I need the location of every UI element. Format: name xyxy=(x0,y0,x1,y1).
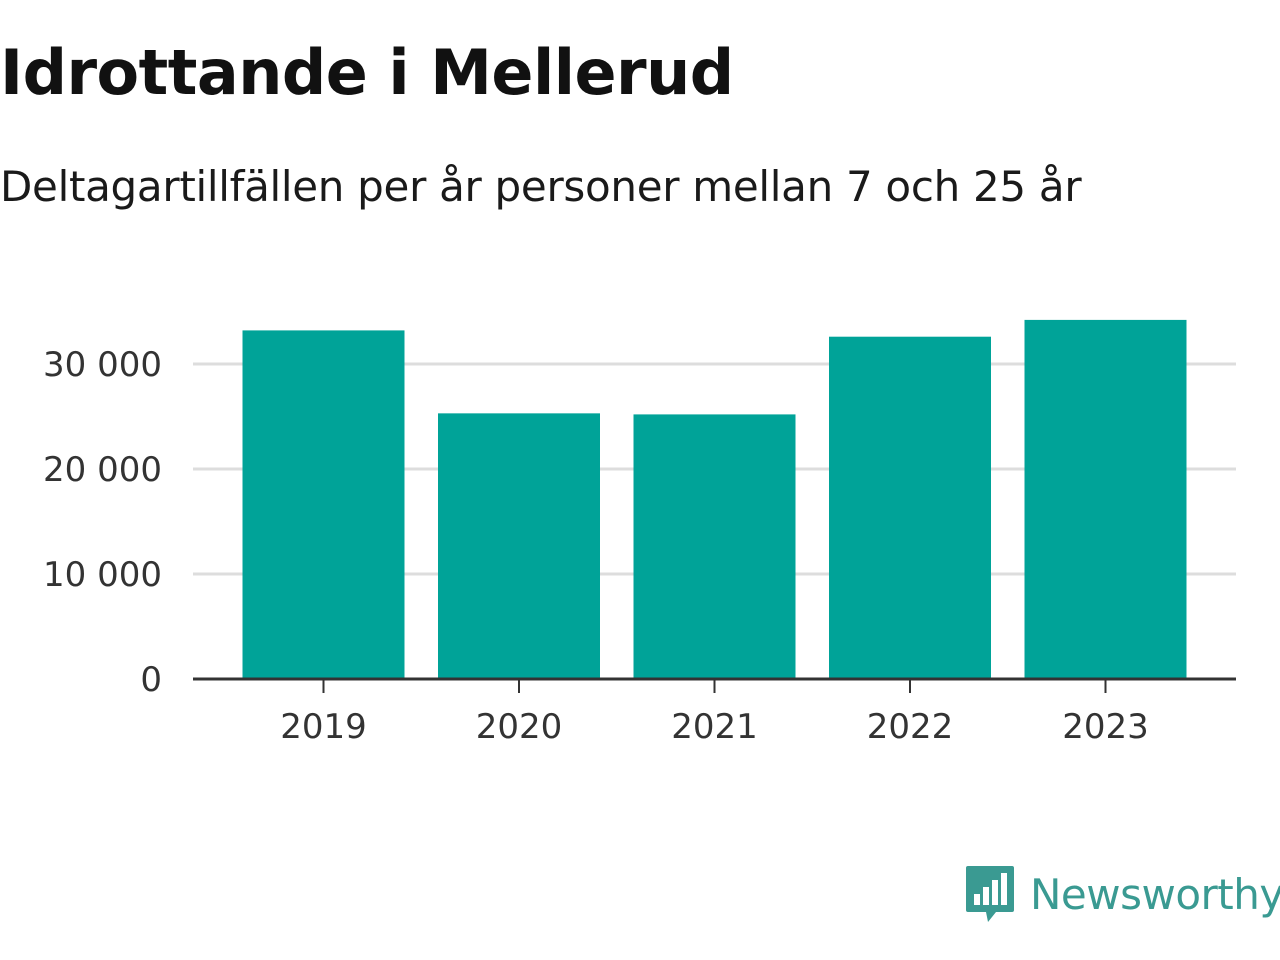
newsworthy-logo: Newsworthy xyxy=(964,864,1280,924)
chart-subtitle: Deltagartillfällen per år personer mella… xyxy=(0,162,1082,211)
x-tick-label: 2023 xyxy=(1062,707,1149,747)
bar-2023 xyxy=(1024,319,1187,679)
y-tick-label: 20 000 xyxy=(43,450,162,490)
y-tick-label: 30 000 xyxy=(43,345,162,385)
chart-title: Idrottande i Mellerud xyxy=(0,36,734,109)
bar-2019 xyxy=(242,330,405,679)
x-axis xyxy=(193,677,1236,693)
x-tick-label: 2019 xyxy=(280,707,367,747)
bars xyxy=(242,319,1187,679)
bar-chart-speech-bubble-icon xyxy=(966,866,1014,922)
logo-text: Newsworthy xyxy=(1030,869,1280,919)
y-tick-label: 10 000 xyxy=(43,555,162,595)
bar-2021 xyxy=(633,414,796,679)
bar-2020 xyxy=(438,413,600,679)
x-axis-labels: 2019 2020 2021 2022 2023 xyxy=(280,707,1149,747)
x-tick-label: 2022 xyxy=(867,707,954,747)
y-tick-label: 0 xyxy=(140,660,162,700)
x-tick-label: 2020 xyxy=(476,707,563,747)
y-axis-labels: 0 10 000 20 000 30 000 xyxy=(43,345,162,700)
x-tick-label: 2021 xyxy=(671,707,758,747)
bar-2022 xyxy=(829,336,991,679)
